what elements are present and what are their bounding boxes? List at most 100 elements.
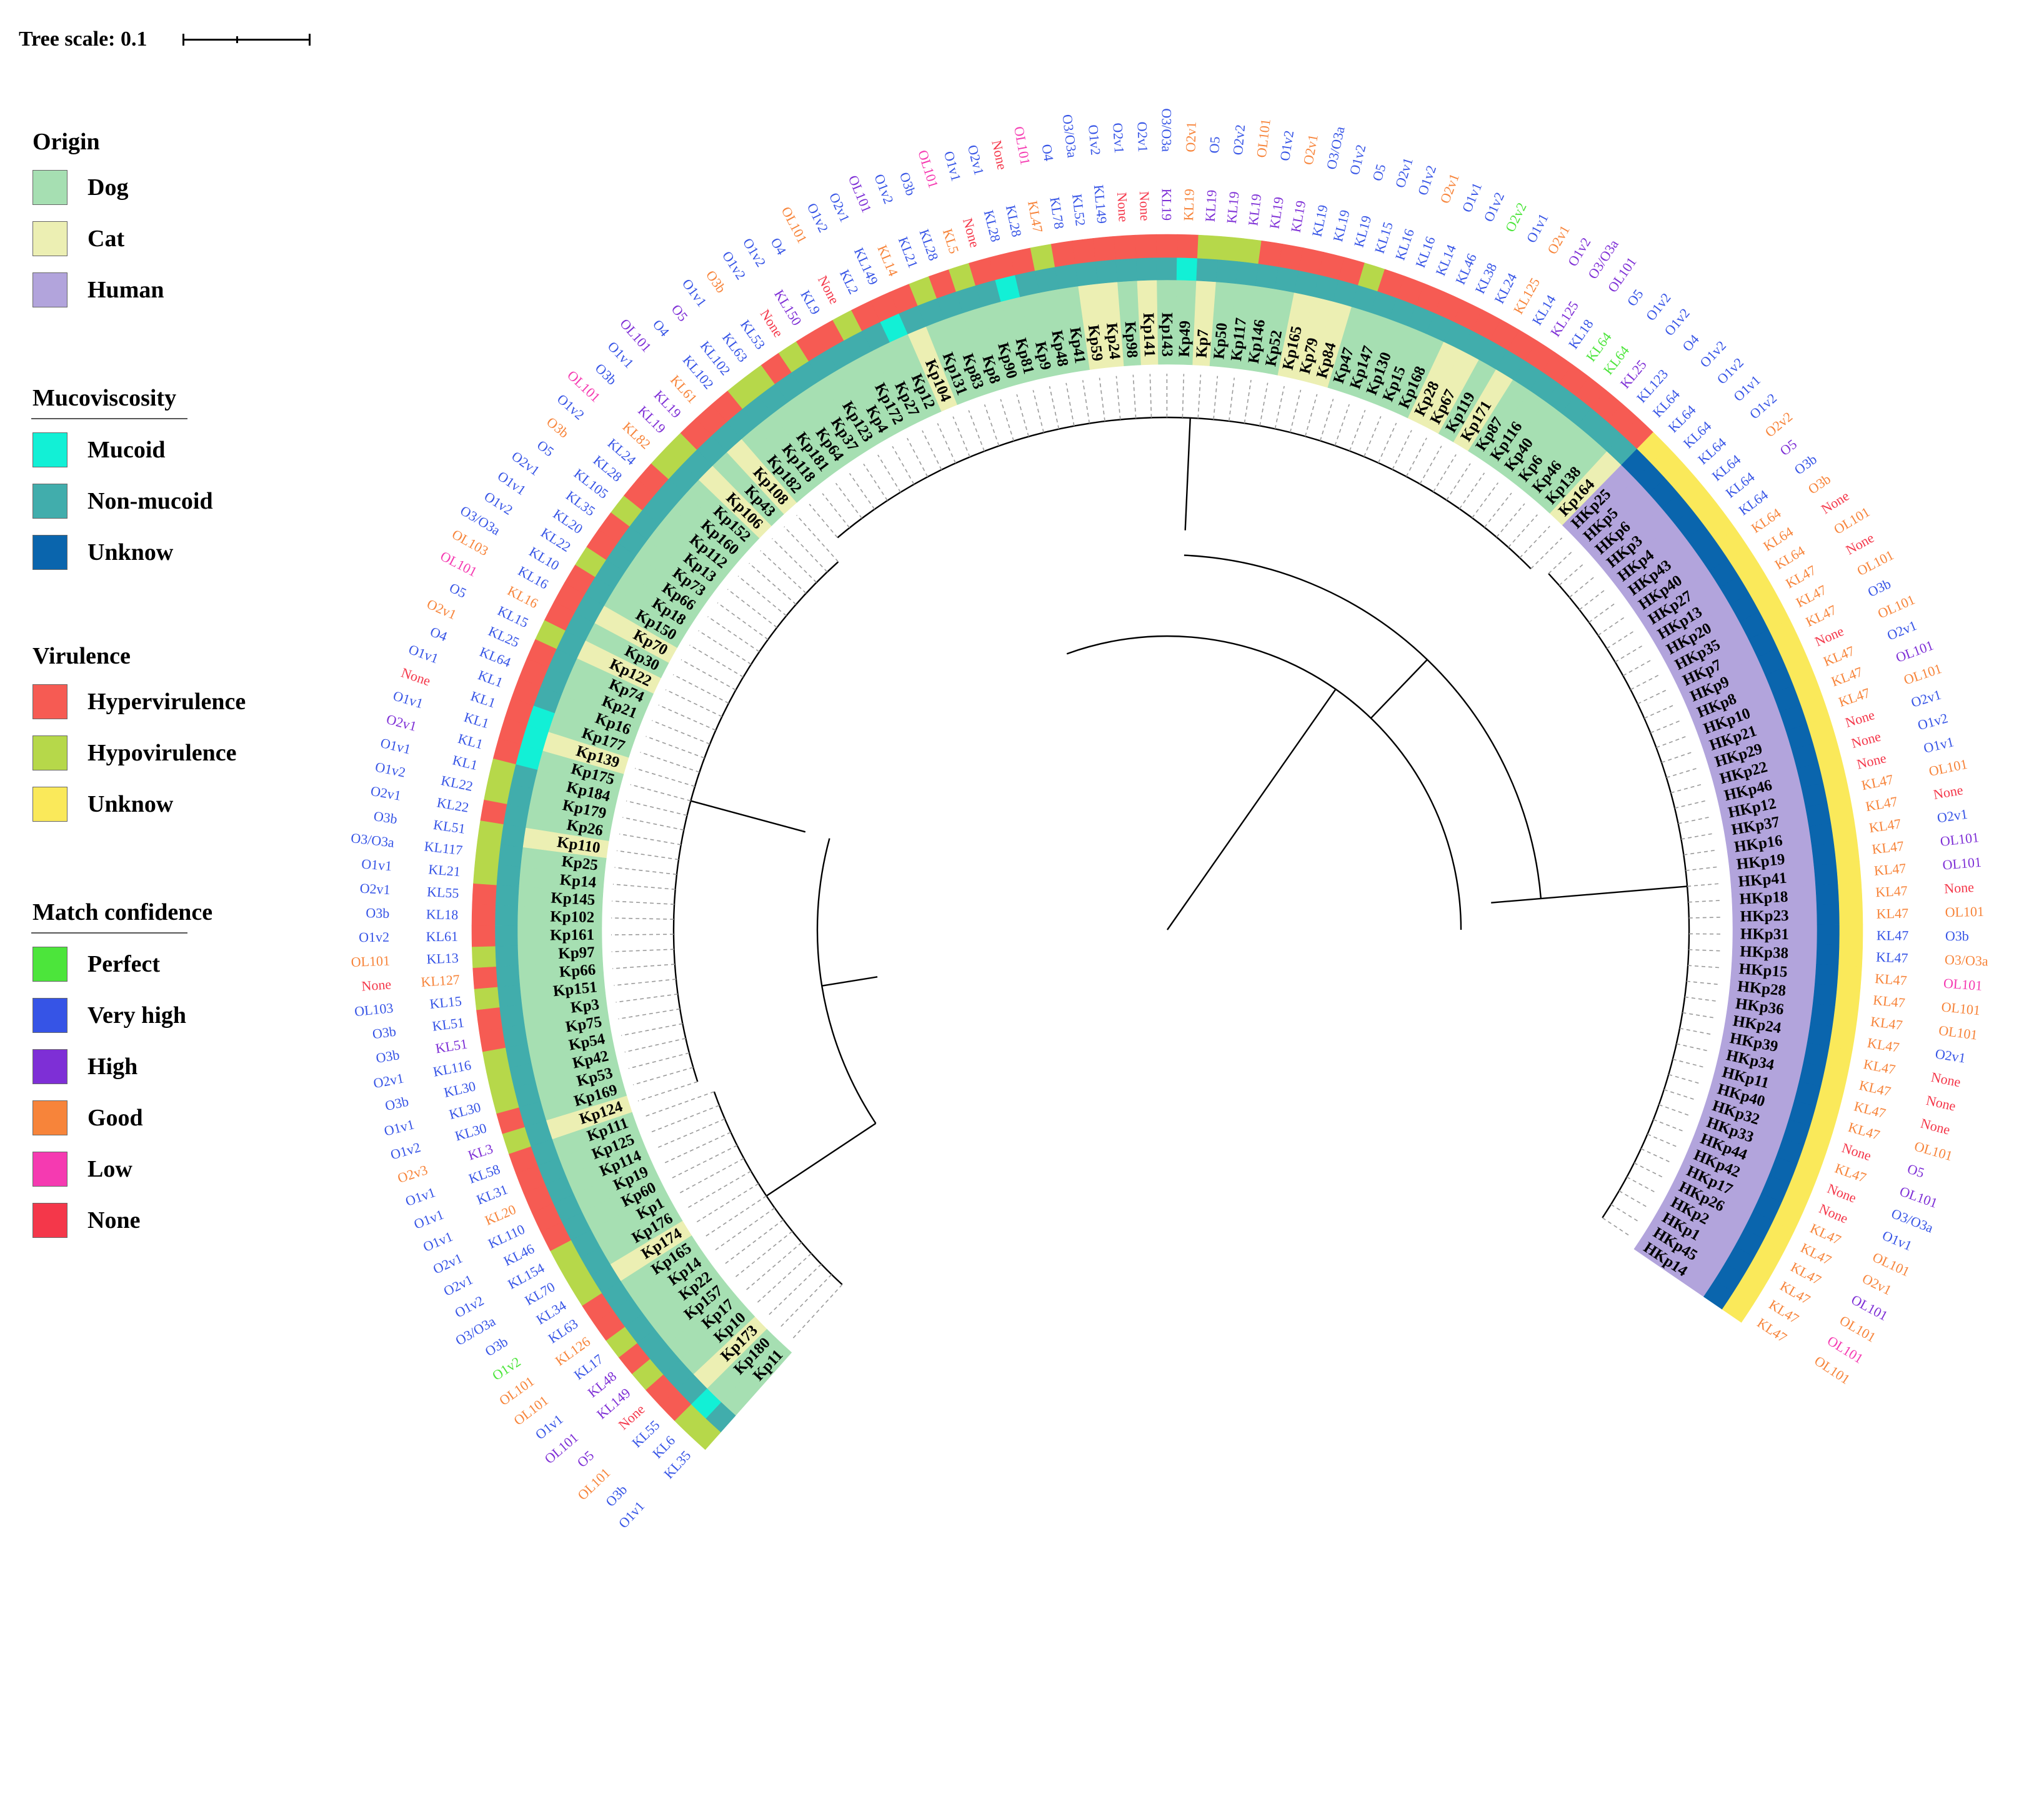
kl-type-label: None [1840,1140,1873,1164]
o-type-label: O2v1 [1934,1045,1967,1065]
leaf-label: Kp102 [550,908,594,926]
mucoviscosity-ring [494,257,1840,1433]
legend-item: Cat [22,213,164,264]
o-type-label: None [1944,879,1975,896]
mucoviscosity-cell [495,884,519,907]
leaf-guide [704,1195,767,1238]
legend-title-origin: Origin [32,129,100,155]
o-type-label: O3b [592,360,621,387]
leaf-guide [760,550,807,594]
leaf-guide [984,404,1000,446]
leaf-guide [1684,996,1719,1002]
kl-type-label: KL47 [1873,860,1907,879]
leaf-guide [1658,1104,1692,1117]
kl-type-label: KL47 [1865,794,1899,815]
kl-type-label: None [960,216,983,249]
kl-type-label: KL13 [426,950,459,967]
kl-type-label: KL47 [1871,838,1905,857]
o-type-label: O1v1 [382,1116,416,1139]
kl-type-label: KL52 [1069,193,1089,227]
leaf-guide [1259,382,1269,426]
legend-mucoviscosity: Mucoviscosity Mucoid Non-mucoid Unknow [22,378,213,578]
o-type-label: O4 [1679,331,1702,354]
o-type-label: O1v2 [1565,235,1594,269]
o-type-label: None [1930,1069,1962,1090]
legend-swatch [32,535,67,570]
kl-type-label: KL78 [1047,196,1067,231]
virulence-cell [1835,985,1861,1009]
kl-type-label: KL19 [1330,208,1353,243]
o-type-label: O2v1 [369,783,402,804]
leaf-guide [1213,376,1219,420]
leaf-guide [822,493,850,529]
o-type-label: O5 [669,301,691,324]
leaf-guide [612,900,675,905]
leaf-guide [614,979,677,986]
virulence-cell [1839,924,1863,946]
tree-branch [1184,417,1191,531]
leaf-guide [1000,399,1015,441]
kl-type-label: KL15 [429,993,462,1012]
leaf-guide [1685,866,1720,871]
virulence-cell [482,1047,510,1073]
leaf-guide [1496,503,1525,538]
leaf-guide [727,589,777,628]
o-type-label: O2v1 [372,1070,405,1091]
virulence-cell [1833,840,1860,864]
mucoviscosity-cell [1816,904,1840,925]
kl-type-label: None [1843,707,1877,730]
kl-type-label: None [1825,1180,1858,1206]
leaf-guide [1433,454,1457,492]
kl-type-label: KL47 [1872,992,1906,1011]
mucoviscosity-cell [1095,259,1118,284]
o-type-label: O3b [375,1047,401,1066]
leaf-guide [1149,374,1152,418]
o-type-label: O1v2 [359,929,389,945]
kl-type-label: KL47 [1821,643,1857,670]
kl-type-label: KL149 [1091,184,1110,224]
kl-type-label: KL47 [1833,1160,1868,1186]
o-type-label: O2v1 [431,1250,465,1277]
kl-type-label: KL21 [895,234,922,270]
leaf-guide [1588,601,1617,623]
mucoviscosity-cell [1816,944,1840,966]
o-type-label: O2v1 [1182,121,1199,152]
tree-branch [822,976,878,987]
legend-item: Perfect [22,939,212,990]
o-type-label: O1v1 [495,468,529,498]
o-type-label: O3b [366,905,389,921]
kl-type-label: KL19 [1159,189,1175,221]
o-type-label: O3b [1945,928,1969,944]
leaf-label: Kp145 [551,890,596,909]
kl-type-label: KL16 [1392,227,1417,262]
leaf-guide [1622,658,1653,677]
o-type-label: O1v1 [403,1184,437,1209]
o-type-label: O1v1 [1922,734,1955,756]
legend-swatch [32,170,67,205]
legend-item: Unknow [22,527,213,578]
leaf-guide [1643,704,1676,719]
origin-ring [517,279,1818,1416]
o-type-label: O1v1 [941,149,964,183]
o-type-label: OL101 [1913,1138,1955,1164]
kl-type-label: KL47 [1874,970,1907,988]
leaf-label: HKp31 [1740,926,1789,944]
virulence-cell [1217,236,1241,262]
o-type-label: O3/O3a [1324,125,1348,171]
mucoviscosity-cell [1135,257,1157,281]
mucoviscosity-cell [1215,259,1239,284]
tree-arc [672,561,839,1082]
o-type-label: OL101 [351,953,390,970]
legend-label: Human [87,277,164,303]
leaf-guide [640,752,700,773]
leaf-label: Kp66 [559,961,596,980]
mucoviscosity-cell [1817,924,1840,945]
leaf-guide [652,720,710,745]
leaf-guide [1683,849,1718,855]
leaf-guide [755,1253,812,1305]
legend-item: Low [22,1144,212,1195]
kl-type-label: KL116 [432,1057,472,1080]
o-type-label: O1v2 [1085,124,1104,156]
kl-type-label: KL47 [1876,905,1908,922]
legend-swatch [32,484,67,519]
